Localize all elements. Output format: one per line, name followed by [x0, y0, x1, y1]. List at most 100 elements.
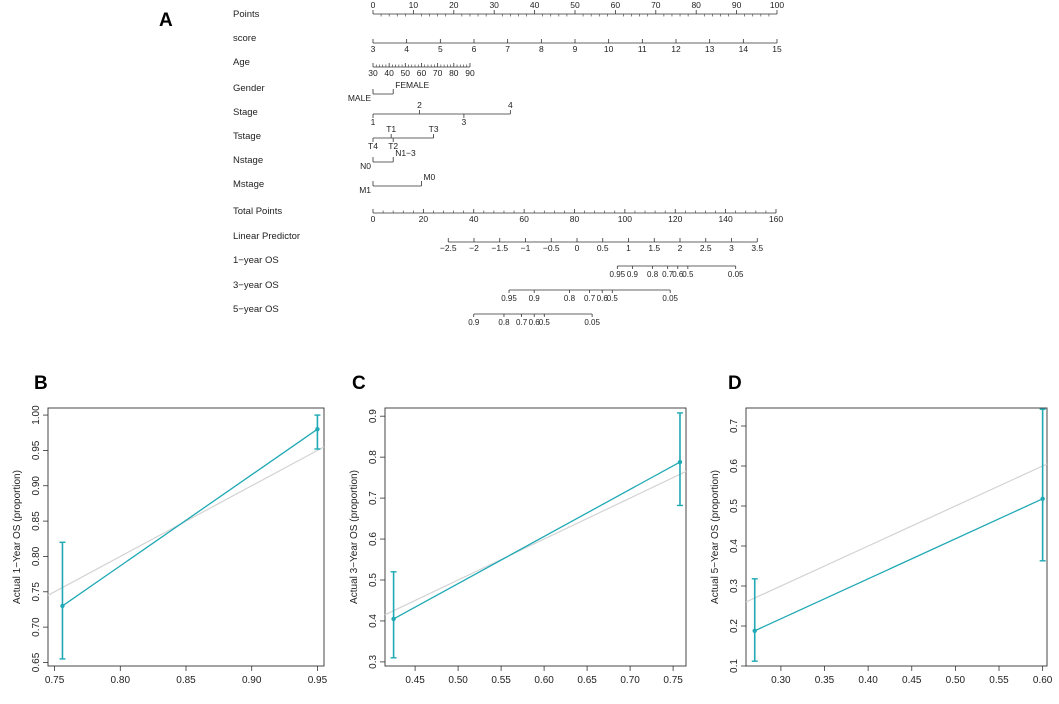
- nomogram-tick-label-score-0: 3: [371, 44, 376, 54]
- y-tick-label-d-1: 0.2: [729, 619, 740, 633]
- y-tick-label-c-5: 0.8: [368, 450, 379, 464]
- nomogram-row-label-mstage: Mstage: [233, 179, 264, 190]
- calibration-line-b: [62, 428, 318, 607]
- nomogram-tick-label-stage-1: 2: [417, 100, 422, 110]
- nomogram-tick-label-mstage-m1: M1: [359, 185, 371, 195]
- nomogram-tick-label-tstage-t1: T1: [386, 124, 396, 134]
- nomogram-row-label-score: score: [233, 33, 256, 44]
- nomogram-tick-label-score-10: 13: [705, 44, 715, 54]
- nomogram-tick-label-1-year-os-2: 0.8: [647, 270, 659, 279]
- nomogram-tick-label-linear-predictor-5: 0: [575, 243, 580, 253]
- y-axis-label-c: Actual 3−Year OS (proportion): [349, 470, 360, 604]
- nomogram-tick-label-linear-predictor-6: 0.5: [597, 243, 609, 253]
- ideal-line-b: [47, 446, 325, 596]
- y-tick-label-c-2: 0.5: [368, 573, 379, 587]
- nomogram-tick-label-stage-3: 4: [508, 100, 513, 110]
- calibration-line-c: [393, 461, 681, 620]
- nomogram-tick-label-total-points-0: 0: [371, 214, 376, 224]
- nomogram-tick-label-3-year-os-1: 0.9: [529, 294, 541, 303]
- y-tick-label-c-1: 0.4: [368, 614, 379, 628]
- y-tick-label-d-5: 0.6: [729, 459, 740, 473]
- nomogram-tick-label-linear-predictor-0: −2.5: [440, 243, 457, 253]
- nomogram-tick-label-points-3: 30: [489, 0, 499, 10]
- nomogram-tick-label-score-2: 5: [438, 44, 443, 54]
- nomogram-tick-label-points-9: 90: [732, 0, 742, 10]
- nomogram-tick-label-total-points-2: 40: [469, 214, 479, 224]
- nomogram-tick-label-age-1: 40: [384, 68, 394, 78]
- nomogram-tick-label-5-year-os-2: 0.7: [516, 318, 528, 327]
- x-tick-label-d-5: 0.55: [989, 675, 1009, 686]
- nomogram-tick-label-linear-predictor-11: 3: [729, 243, 734, 253]
- plot-frame-d: [745, 407, 1048, 667]
- nomogram-row-label-points: Points: [233, 9, 260, 20]
- nomogram-row-label-3-year-os: 3−year OS: [233, 280, 279, 291]
- data-point-c-1: [677, 459, 683, 465]
- nomogram-tick-label-age-4: 70: [433, 68, 443, 78]
- nomogram-tick-label-age-5: 80: [449, 68, 459, 78]
- data-point-d-0: [752, 628, 757, 633]
- nomogram-tick-label-score-3: 6: [472, 44, 477, 54]
- nomogram-tick-label-5-year-os-5: 0.05: [584, 318, 600, 327]
- nomogram-tick-label-linear-predictor-1: −2: [469, 243, 479, 253]
- panel-label-c: C: [352, 373, 366, 394]
- nomogram-tick-label-score-8: 11: [638, 44, 647, 54]
- nomogram-tick-label-linear-predictor-3: −1: [521, 243, 531, 253]
- nomogram-tick-label-total-points-8: 160: [769, 214, 783, 224]
- y-tick-label-b-3: 0.80: [31, 546, 42, 566]
- nomogram-tick-label-3-year-os-4: 0.6: [597, 294, 609, 303]
- nomogram-tick-label-5-year-os-0: 0.9: [468, 318, 480, 327]
- panel-label-a: A: [159, 10, 173, 31]
- panel-label-d: D: [728, 373, 742, 394]
- nomogram-tick-label-5-year-os-4: 0.5: [539, 318, 551, 327]
- nomogram-tick-label-points-10: 100: [770, 0, 784, 10]
- nomogram-tick-label-age-6: 90: [465, 68, 475, 78]
- plot-frame-c: [384, 407, 687, 667]
- y-tick-label-b-2: 0.75: [31, 582, 42, 602]
- x-tick-label-d-0: 0.30: [771, 675, 791, 686]
- y-tick-label-d-3: 0.4: [729, 539, 740, 553]
- nomogram-row-label-1-year-os: 1−year OS: [233, 255, 279, 266]
- nomogram-tick-label-linear-predictor-8: 1.5: [648, 243, 660, 253]
- x-tick-label-d-2: 0.40: [858, 675, 878, 686]
- x-tick-label-c-5: 0.70: [620, 675, 640, 686]
- nomogram-tick-label-stage-0: 1: [371, 117, 376, 127]
- nomogram-tick-label-1-year-os-5: 0.5: [682, 270, 694, 279]
- x-tick-label-c-2: 0.55: [491, 675, 511, 686]
- x-tick-label-d-4: 0.50: [946, 675, 966, 686]
- nomogram-tick-label-stage-2: 3: [462, 117, 467, 127]
- y-tick-label-c-0: 0.3: [368, 655, 379, 669]
- nomogram-row-label-linear-predictor: Linear Predictor: [233, 231, 300, 242]
- nomogram-tick-label-total-points-3: 60: [519, 214, 529, 224]
- nomogram-tick-label-linear-predictor-4: −0.5: [543, 243, 560, 253]
- nomogram-tick-label-points-5: 50: [570, 0, 580, 10]
- nomogram-tick-label-linear-predictor-12: 3.5: [751, 243, 763, 253]
- x-tick-label-c-4: 0.65: [577, 675, 597, 686]
- nomogram-tick-label-1-year-os-6: 0.05: [728, 270, 744, 279]
- x-tick-label-d-3: 0.45: [902, 675, 922, 686]
- x-tick-label-c-0: 0.45: [405, 675, 425, 686]
- nomogram-tick-label-score-12: 15: [772, 44, 782, 54]
- nomogram-tick-label-linear-predictor-10: 2.5: [700, 243, 712, 253]
- data-point-d-1: [1040, 496, 1045, 501]
- data-point-b-0: [60, 603, 65, 609]
- nomogram-row-label-tstage: Tstage: [233, 131, 261, 142]
- x-tick-label-c-3: 0.60: [534, 675, 554, 686]
- nomogram-tick-label-points-6: 60: [611, 0, 621, 10]
- nomogram-tick-label-total-points-5: 100: [618, 214, 632, 224]
- nomogram-tick-label-points-7: 70: [651, 0, 661, 10]
- y-tick-label-b-6: 0.95: [31, 440, 42, 460]
- nomogram-tick-label-linear-predictor-7: 1: [626, 243, 631, 253]
- nomogram-row-label-age: Age: [233, 57, 250, 68]
- x-tick-label-c-6: 0.75: [663, 675, 683, 686]
- nomogram-tick-label-linear-predictor-9: 2: [678, 243, 683, 253]
- nomogram-tick-label-score-1: 4: [404, 44, 409, 54]
- nomogram-tick-label-nstage-n0: N0: [360, 161, 371, 171]
- y-axis-label-d: Actual 5−Year OS (proportion): [710, 470, 721, 604]
- calibration-line-d: [754, 498, 1043, 632]
- nomogram-tick-label-age-3: 60: [417, 68, 427, 78]
- y-tick-label-b-5: 0.90: [31, 476, 42, 496]
- nomogram-tick-label-nstage-n1-3: N1−3: [395, 148, 416, 158]
- nomogram-tick-label-total-points-4: 80: [570, 214, 580, 224]
- y-tick-label-b-7: 1.00: [31, 405, 42, 425]
- y-tick-label-c-6: 0.9: [368, 409, 379, 423]
